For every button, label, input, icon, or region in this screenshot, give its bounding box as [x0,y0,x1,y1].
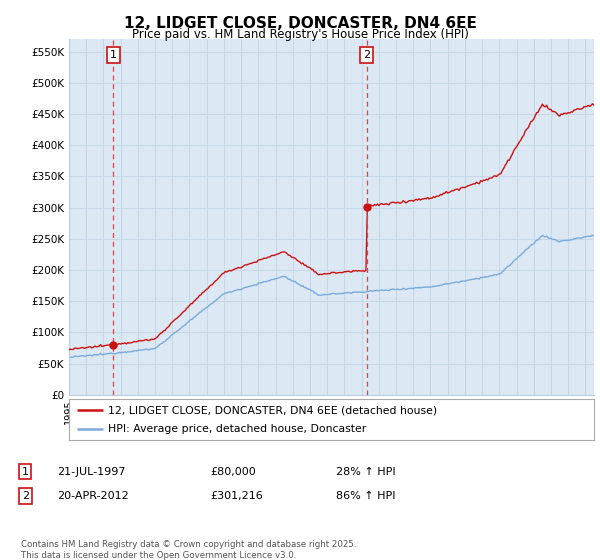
Text: HPI: Average price, detached house, Doncaster: HPI: Average price, detached house, Donc… [109,424,367,433]
Text: 21-JUL-1997: 21-JUL-1997 [57,466,125,477]
Text: 1: 1 [110,50,117,60]
Text: 86% ↑ HPI: 86% ↑ HPI [336,491,395,501]
Text: 12, LIDGET CLOSE, DONCASTER, DN4 6EE (detached house): 12, LIDGET CLOSE, DONCASTER, DN4 6EE (de… [109,405,437,415]
Text: £80,000: £80,000 [210,466,256,477]
Text: Contains HM Land Registry data © Crown copyright and database right 2025.
This d: Contains HM Land Registry data © Crown c… [21,540,356,560]
Text: Price paid vs. HM Land Registry's House Price Index (HPI): Price paid vs. HM Land Registry's House … [131,28,469,41]
Text: 12, LIDGET CLOSE, DONCASTER, DN4 6EE: 12, LIDGET CLOSE, DONCASTER, DN4 6EE [124,16,476,31]
Text: £301,216: £301,216 [210,491,263,501]
Text: 2: 2 [363,50,370,60]
Text: 1: 1 [22,466,29,477]
Text: 20-APR-2012: 20-APR-2012 [57,491,129,501]
Text: 2: 2 [22,491,29,501]
Text: 28% ↑ HPI: 28% ↑ HPI [336,466,395,477]
